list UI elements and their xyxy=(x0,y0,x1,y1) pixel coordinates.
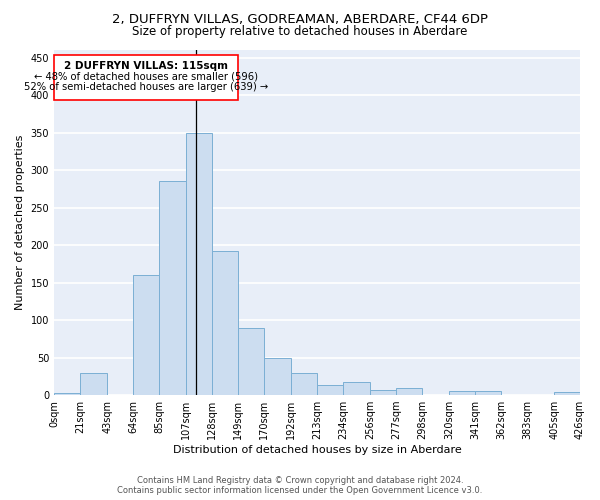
Text: 52% of semi-detached houses are larger (639) →: 52% of semi-detached houses are larger (… xyxy=(24,82,268,92)
Bar xyxy=(186,132,212,395)
Bar xyxy=(212,251,238,395)
Bar xyxy=(554,392,580,395)
Bar xyxy=(264,358,291,395)
Bar xyxy=(370,390,396,395)
Bar xyxy=(54,56,238,100)
Bar xyxy=(396,388,422,395)
Bar xyxy=(238,328,264,395)
Bar xyxy=(343,382,370,395)
Bar xyxy=(317,384,343,395)
Bar xyxy=(133,275,159,395)
Bar xyxy=(475,392,501,395)
Bar xyxy=(291,372,317,395)
Bar xyxy=(159,182,186,395)
Text: Contains HM Land Registry data © Crown copyright and database right 2024.
Contai: Contains HM Land Registry data © Crown c… xyxy=(118,476,482,495)
Bar xyxy=(80,372,107,395)
Text: Size of property relative to detached houses in Aberdare: Size of property relative to detached ho… xyxy=(133,25,467,38)
Text: 2, DUFFRYN VILLAS, GODREAMAN, ABERDARE, CF44 6DP: 2, DUFFRYN VILLAS, GODREAMAN, ABERDARE, … xyxy=(112,12,488,26)
Bar xyxy=(54,393,80,395)
X-axis label: Distribution of detached houses by size in Aberdare: Distribution of detached houses by size … xyxy=(173,445,461,455)
Y-axis label: Number of detached properties: Number of detached properties xyxy=(15,135,25,310)
Text: ← 48% of detached houses are smaller (596): ← 48% of detached houses are smaller (59… xyxy=(34,72,258,82)
Bar xyxy=(449,392,475,395)
Text: 2 DUFFRYN VILLAS: 115sqm: 2 DUFFRYN VILLAS: 115sqm xyxy=(64,60,228,70)
